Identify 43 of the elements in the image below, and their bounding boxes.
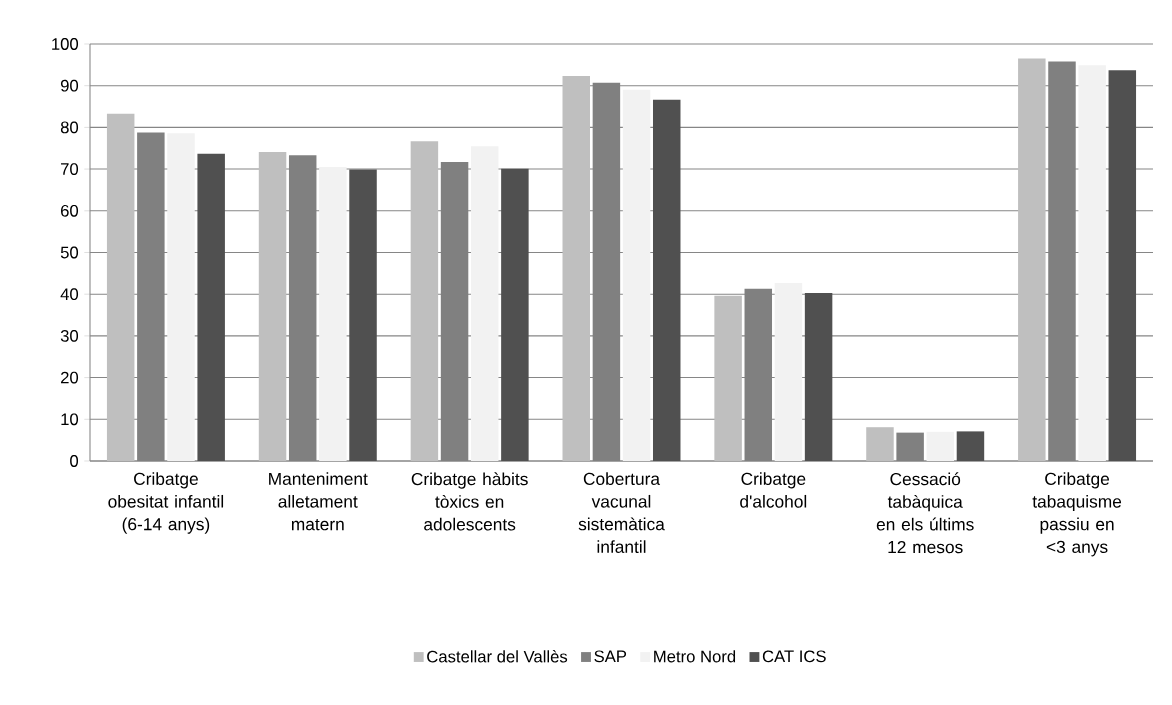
x-tick-label: Cribatge d'alcohol <box>740 472 807 508</box>
bar <box>652 99 681 461</box>
bar <box>470 146 499 461</box>
x-tick-label: Manteniment alletament matern <box>269 472 368 531</box>
y-tick-label: 0 <box>70 455 79 467</box>
bar <box>562 76 590 461</box>
bar <box>258 151 287 461</box>
y-tick-label: 30 <box>60 330 79 342</box>
y-tick-label: 80 <box>60 121 79 134</box>
bar <box>774 282 803 461</box>
bar <box>622 89 651 461</box>
x-tick-label: Cessació tabàquica en els últims 12 mesos <box>876 472 974 554</box>
bar <box>410 141 439 461</box>
bar <box>714 295 742 461</box>
y-tick-label: 60 <box>61 204 79 217</box>
bar <box>349 169 377 461</box>
bar <box>1108 70 1137 461</box>
y-tick-label: 100 <box>52 38 79 50</box>
bar <box>956 431 985 461</box>
x-tick-label: Cobertura vacunal sistemàtica infantil <box>578 472 665 553</box>
y-tick-label: 10 <box>61 413 79 426</box>
y-tick-label: 20 <box>61 371 79 384</box>
y-tick-label: 40 <box>60 288 79 301</box>
bar <box>1018 58 1046 461</box>
x-tick-label: Cribatge obesitat infantil (6-14 anys) <box>108 472 224 534</box>
y-tick-label: 70 <box>61 163 79 175</box>
bar <box>501 168 529 461</box>
x-tick-label: Cribatge hàbits tòxics en adolescents <box>411 472 528 531</box>
bar <box>319 167 347 461</box>
legend-label: Metro Nord <box>654 650 736 663</box>
bar <box>167 133 195 461</box>
legend-label: CAT ICS <box>762 650 826 663</box>
bar <box>1078 65 1106 461</box>
bar <box>926 431 955 461</box>
x-tick-label: Cribatge tabaquisme passiu en <3 anys <box>1032 472 1122 557</box>
legend-label: Castellar del Vallès <box>427 650 568 663</box>
y-tick-label: 90 <box>60 79 79 92</box>
bar <box>106 113 135 461</box>
bar <box>197 153 225 461</box>
bar <box>866 427 894 461</box>
bar <box>804 292 833 461</box>
legend-label: SAP <box>594 650 627 663</box>
y-tick-label: 50 <box>60 246 79 259</box>
